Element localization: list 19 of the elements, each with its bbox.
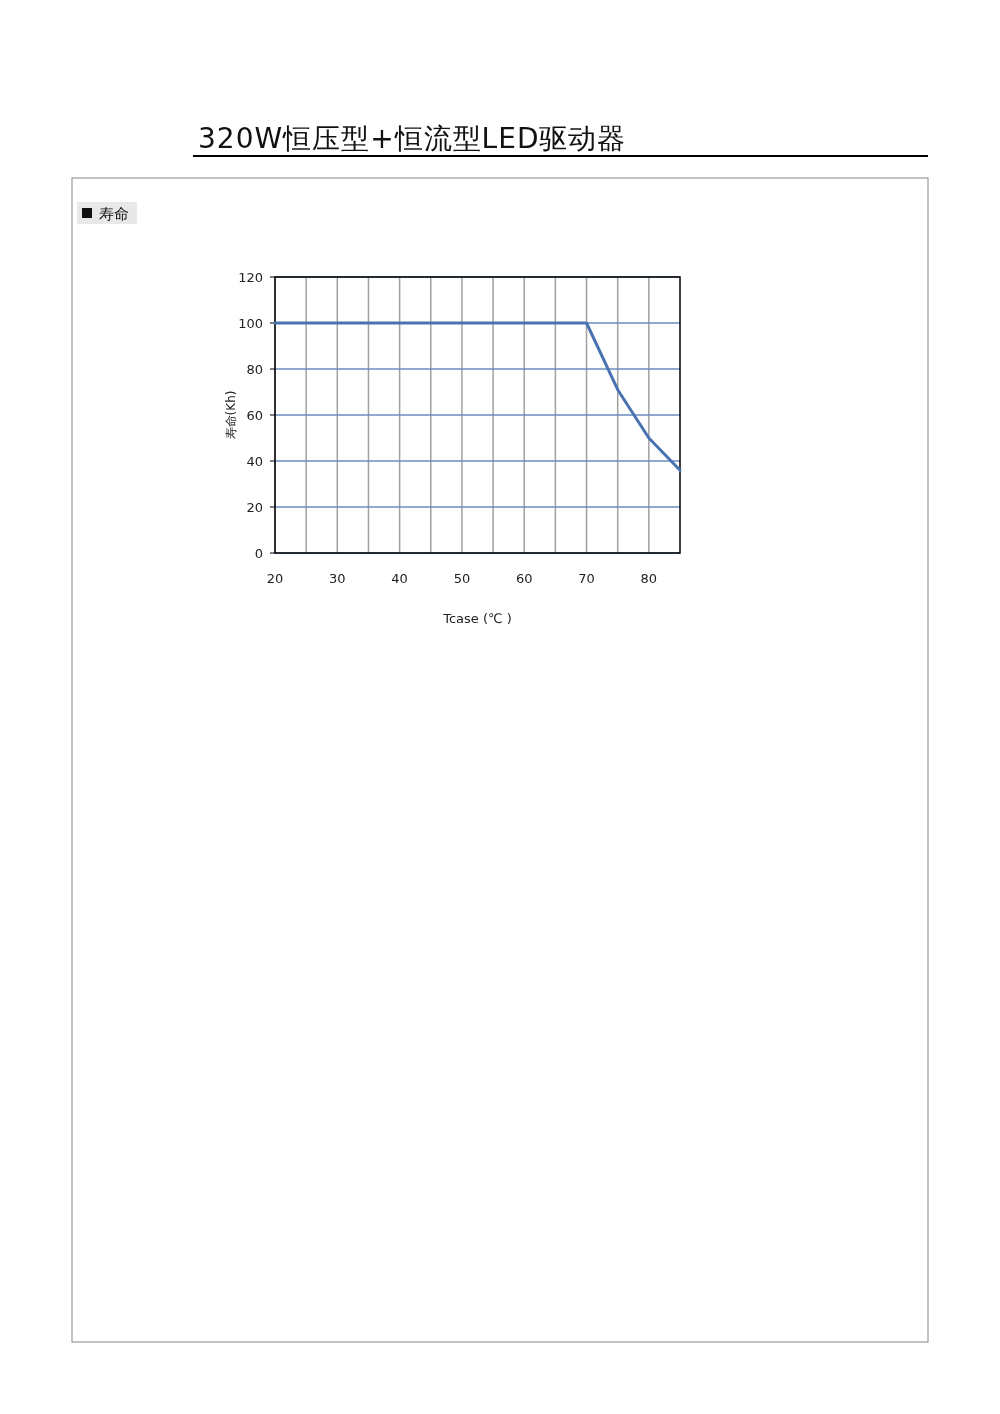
x-tick-label: 60 <box>515 571 533 586</box>
y-tick-label: 80 <box>246 362 263 377</box>
x-axis-title: Tcase (℃ ) <box>442 611 512 626</box>
y-axis-title: 寿命(Kh) <box>224 390 238 440</box>
y-tick-label: 60 <box>246 408 263 423</box>
y-tick-label: 120 <box>238 270 263 285</box>
x-tick-label: 20 <box>266 571 284 586</box>
chart-title: 320W恒压型+恒流型LED驱动器 <box>198 122 627 155</box>
y-tick-label: 40 <box>246 454 263 469</box>
line-series <box>273 321 682 472</box>
x-tick-label: 50 <box>453 571 471 586</box>
x-tick-label: 30 <box>329 571 346 586</box>
y-tick-label: 0 <box>254 546 263 561</box>
y-tick-label: 20 <box>246 500 263 515</box>
x-tick-label: 80 <box>640 571 658 586</box>
x-tick-label: 40 <box>391 571 408 586</box>
text: 寿命 <box>99 205 129 223</box>
y-tick-label: 100 <box>238 316 263 331</box>
x-tick-label: 70 <box>578 571 595 586</box>
